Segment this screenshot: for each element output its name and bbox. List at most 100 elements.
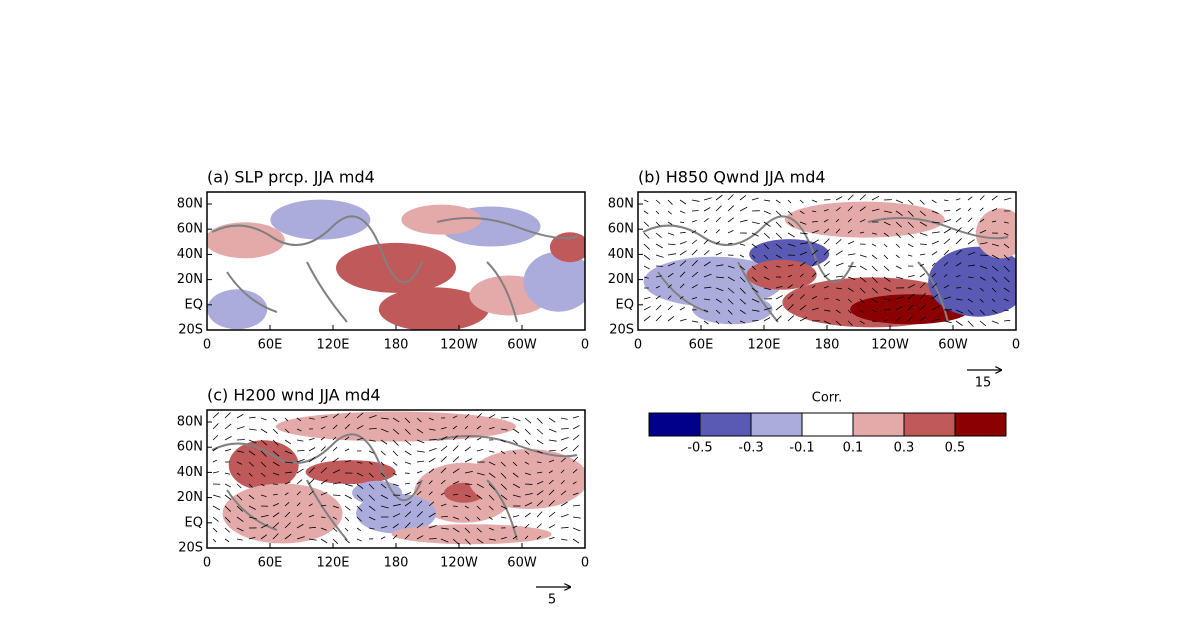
wind-vector [512,535,518,540]
lon-label: 60E [258,556,283,571]
wind-vector [488,527,495,531]
wind-vector [871,276,878,283]
wind-vector [643,210,649,215]
wind-vector [548,524,556,529]
wind-vector [560,417,568,420]
wind-vector [811,239,819,245]
wind-vector [392,461,398,466]
wind-vector [452,425,458,430]
wind-vector [907,316,913,322]
wind-vector [476,437,482,441]
wind-vector [727,217,735,223]
wind-vector [224,483,232,488]
wind-vector [404,491,412,496]
wind-vector [428,480,433,485]
wind-vector [356,461,363,464]
wind-vector [296,479,303,485]
wind-vector [751,232,759,237]
colorbar: Corr. -0.5 -0.3 -0.1 0.1 0.3 0.5 [648,391,1007,456]
wind-vector [320,527,327,531]
wind-vector [919,199,925,205]
wind-vector [380,536,386,540]
wind-vector [308,478,315,485]
wind-vector [488,461,496,466]
wind-vector [344,505,351,511]
colorbar-label: -0.5 [687,441,712,456]
wind-vector [560,446,568,452]
wind-vector [248,461,254,467]
wind-vector [440,436,448,441]
wind-vector [572,481,577,485]
wind-vector [919,282,926,289]
anomaly-patch [549,232,585,263]
wind-vector [847,298,853,303]
wind-vector [787,243,796,247]
wind-vector [416,535,424,540]
anomaly-patch [276,411,516,442]
wind-vector [500,494,508,500]
wind-vector [955,208,961,212]
wind-vector [847,265,857,268]
wind-vector [440,445,448,452]
lat-label: 20S [178,323,203,338]
wind-vector [356,483,364,490]
wind-vector [763,210,771,215]
wind-vector [464,413,470,419]
wind-vector [1003,221,1009,224]
wind-vector [883,210,892,214]
wind-vector [739,195,747,201]
wind-vector [260,514,269,518]
wind-vector [763,287,772,291]
wind-vector [248,505,256,510]
wind-vector [787,264,794,267]
wind-vector [476,505,481,510]
wind-vector [536,523,542,529]
anomaly-patch [222,483,343,544]
wind-vector [356,538,362,542]
lon-label: 60E [689,338,714,353]
wind-vector [907,243,914,248]
wind-vector [1003,197,1012,201]
wind-vector [727,287,735,294]
wind-vector [452,493,459,496]
wind-vector [871,243,877,247]
wind-vector [679,241,687,245]
wind-vector [308,417,315,420]
wind-vector [560,480,565,485]
wind-vector [428,439,437,441]
wind-vector [979,229,987,234]
wind-vector [847,287,854,292]
wind-vector [787,199,792,204]
wind-vector [667,262,676,267]
wind-vector [667,199,673,205]
wind-vector [224,516,231,523]
wind-vector [380,461,385,466]
wind-vector [284,492,289,496]
wind-vector [344,494,352,500]
wind-vector [464,494,471,498]
wind-vector [739,287,746,294]
colorbar-title: Corr. [812,391,842,406]
wind-vector [404,534,410,540]
lat-label: 40N [177,465,203,480]
wind-vector [727,298,734,305]
wind-vector [763,199,771,202]
wind-vector [428,448,437,452]
wind-vector [548,417,556,423]
wind-vector [272,522,280,529]
wind-vector [835,207,841,212]
wind-vector [703,286,712,289]
wind-vector [308,538,317,541]
wind-vector [715,298,722,304]
wind-vector [739,219,748,223]
wind-vector [931,231,940,234]
wind-vector [404,417,411,424]
wind-vector [823,309,831,312]
panel-title: (b) H850 Qwnd JJA md4 [638,168,826,187]
wind-vector [787,274,792,278]
wind-vector [392,417,400,423]
wind-vector [524,492,533,496]
wind-vector [332,482,341,485]
wind-vector [572,425,580,430]
wind-vector [392,439,399,446]
